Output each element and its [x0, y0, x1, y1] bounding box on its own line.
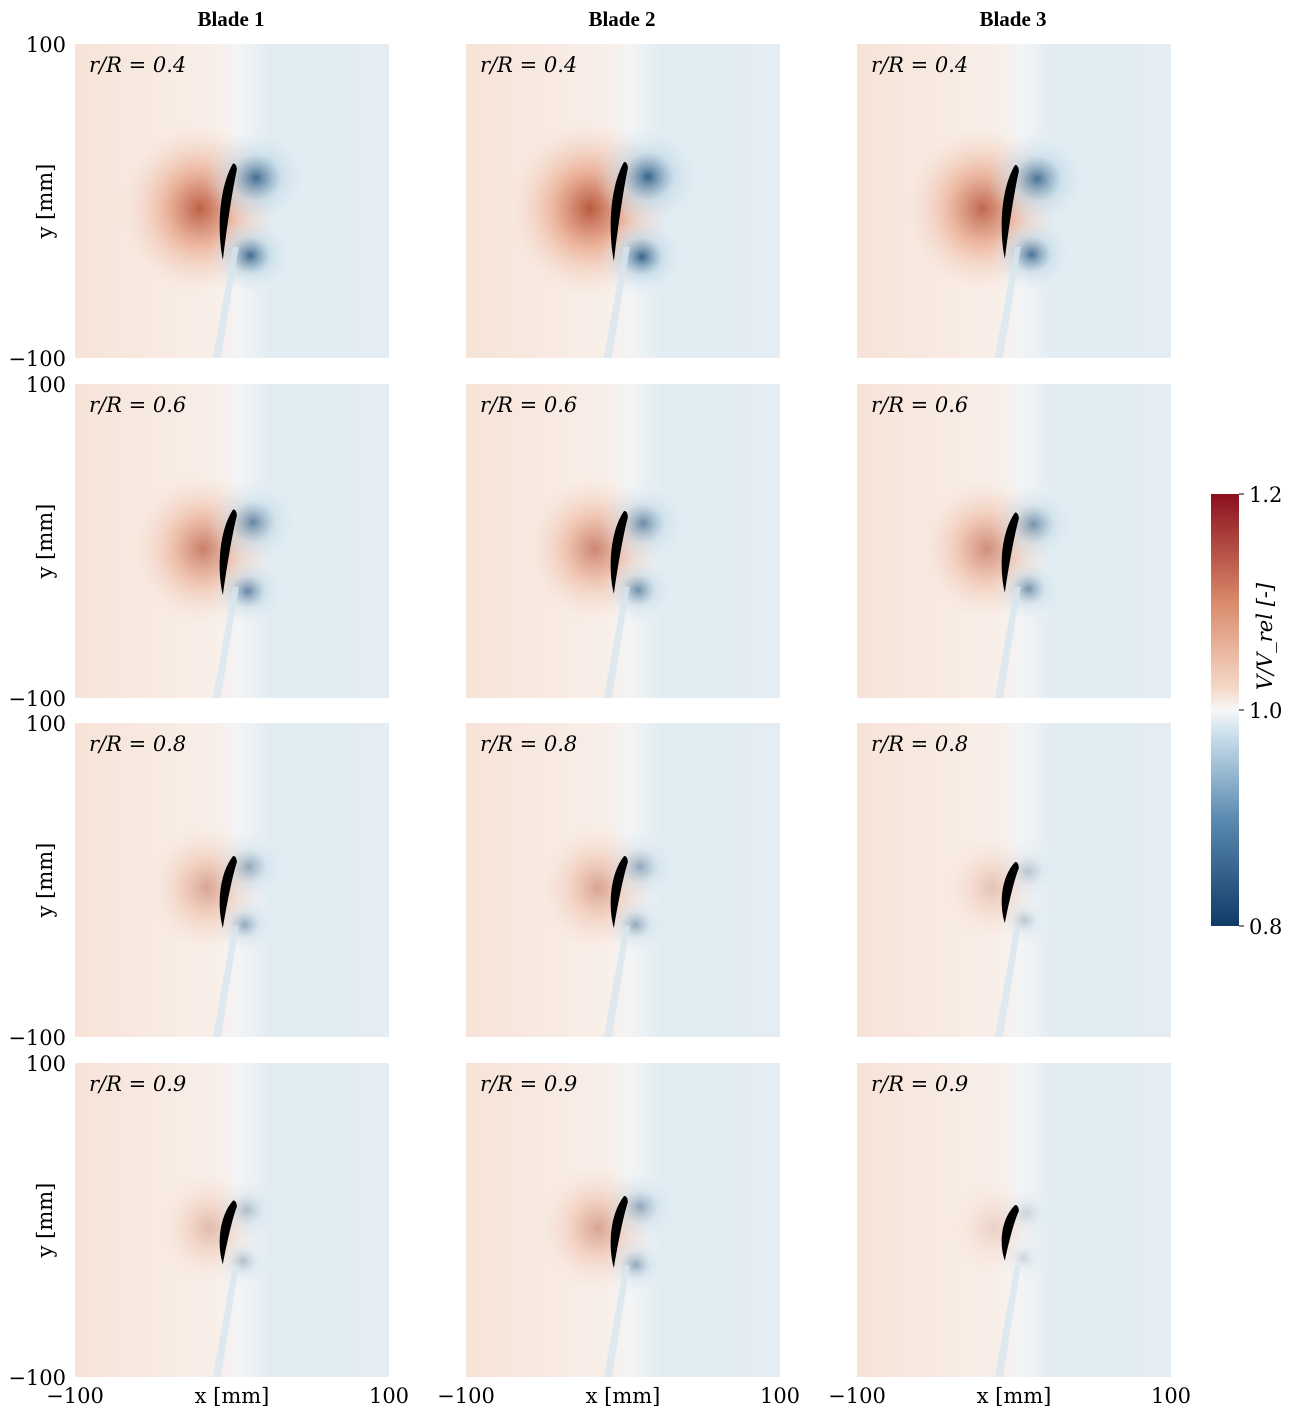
panel-label-r-over-r: r/R = 0.6 [480, 393, 577, 417]
heatmap-panel-4-1 [75, 1063, 389, 1377]
y-tick-label: 100 [26, 1052, 66, 1076]
wake-streak [603, 246, 630, 358]
panel-label-r-over-r: r/R = 0.4 [480, 53, 577, 77]
heatmap-panel-4-2 [466, 1063, 780, 1377]
low-velocity-region [998, 896, 1051, 944]
x-tick-label: 100 [1151, 1384, 1191, 1408]
column-title-blade-3: Blade 3 [979, 7, 1046, 31]
y-tick-label: −100 [8, 687, 66, 711]
y-tick-label: 100 [26, 33, 66, 57]
panel-label-r-over-r: r/R = 0.8 [89, 732, 186, 756]
heatmap-panel-1-1 [75, 44, 389, 358]
y-axis-label: y [mm] [33, 843, 57, 919]
x-axis-label: x [mm] [586, 1384, 661, 1408]
heatmap-panel-1-3 [857, 44, 1171, 358]
wake-streak [212, 246, 239, 358]
airfoil-section [219, 163, 237, 261]
panel-label-r-over-r: r/R = 0.6 [89, 393, 186, 417]
low-velocity-region [214, 896, 276, 953]
airfoil-section [1001, 1205, 1019, 1261]
colorbar-gradient [1211, 494, 1239, 926]
heatmap-panel-1-2 [466, 44, 780, 358]
airfoil-section [1001, 165, 1019, 259]
airfoil-section [610, 511, 628, 594]
y-axis-label: y [mm] [33, 504, 57, 580]
y-axis-label: y [mm] [33, 1183, 57, 1259]
y-tick-label: −100 [8, 347, 66, 371]
column-title-blade-2: Blade 2 [588, 7, 655, 31]
airfoil-section [610, 1196, 628, 1268]
low-velocity-region [605, 1236, 667, 1293]
heatmap-panel-2-1 [75, 384, 389, 698]
wake-streak [603, 925, 630, 1037]
x-tick-label: −100 [828, 1384, 886, 1408]
heatmap-panel-3-3 [857, 723, 1171, 1037]
colorbar-tick-label: 0.8 [1249, 915, 1282, 939]
panel-label-r-over-r: r/R = 0.8 [871, 732, 968, 756]
panel-label-r-over-r: r/R = 0.6 [871, 393, 968, 417]
y-axis-label: y [mm] [33, 164, 57, 240]
low-velocity-region [216, 1236, 270, 1287]
colorbar-tick-label: 1.2 [1249, 483, 1282, 507]
x-tick-label: 100 [760, 1384, 800, 1408]
wake-streak [212, 1265, 239, 1377]
heatmap-panel-4-3 [857, 1063, 1171, 1377]
wake-streak [603, 1265, 630, 1377]
column-title-blade-1: Blade 1 [197, 7, 264, 31]
heatmap-panel-3-1 [75, 723, 389, 1037]
heatmap-panel-3-2 [466, 723, 780, 1037]
wake-streak [994, 925, 1021, 1037]
x-tick-label: 100 [369, 1384, 409, 1408]
panel-label-r-over-r: r/R = 0.4 [89, 53, 186, 77]
airfoil-section [219, 856, 237, 928]
low-velocity-region [595, 127, 701, 226]
panel-label-r-over-r: r/R = 0.4 [871, 53, 968, 77]
colorbar-label: V/V_rel [-] [1253, 582, 1277, 690]
x-axis-label: x [mm] [977, 1384, 1052, 1408]
airfoil-section [219, 509, 237, 596]
panel-label-r-over-r: r/R = 0.8 [480, 732, 577, 756]
wake-streak [212, 925, 239, 1037]
panel-grid: r/R = 0.4 r/R = 0.4 r/R = 0.4 r/R = 0.6 r/R … [75, 44, 1171, 1377]
wake-streak [212, 586, 239, 698]
y-tick-label: 100 [26, 373, 66, 397]
y-tick-label: −100 [8, 1366, 66, 1390]
airfoil-section [610, 856, 628, 928]
x-tick-label: −100 [46, 1384, 104, 1408]
wake-streak [994, 586, 1021, 698]
heatmap-panel-2-2 [466, 384, 780, 698]
x-tick-label: −100 [437, 1384, 495, 1408]
heatmap-panel-2-3 [857, 384, 1171, 698]
airfoil-section [1001, 862, 1019, 924]
wake-streak [994, 246, 1021, 358]
colorbar: 1.2 1.0 0.8 V/V_rel [-] [1211, 483, 1282, 939]
wake-streak [994, 1265, 1021, 1377]
low-velocity-region [999, 1236, 1047, 1280]
colorbar-tick-label: 1.0 [1249, 699, 1282, 723]
panel-label-r-over-r: r/R = 0.9 [480, 1072, 577, 1096]
airfoil-section [219, 1200, 237, 1265]
y-tick-label: 100 [26, 712, 66, 736]
y-tick-label: −100 [8, 1026, 66, 1050]
panel-label-r-over-r: r/R = 0.9 [871, 1072, 968, 1096]
x-axis-label: x [mm] [195, 1384, 270, 1408]
airfoil-section [610, 162, 628, 262]
panel-label-r-over-r: r/R = 0.9 [89, 1072, 186, 1096]
wake-streak [603, 586, 630, 698]
low-velocity-region [605, 896, 667, 953]
airfoil-section [1001, 512, 1019, 593]
